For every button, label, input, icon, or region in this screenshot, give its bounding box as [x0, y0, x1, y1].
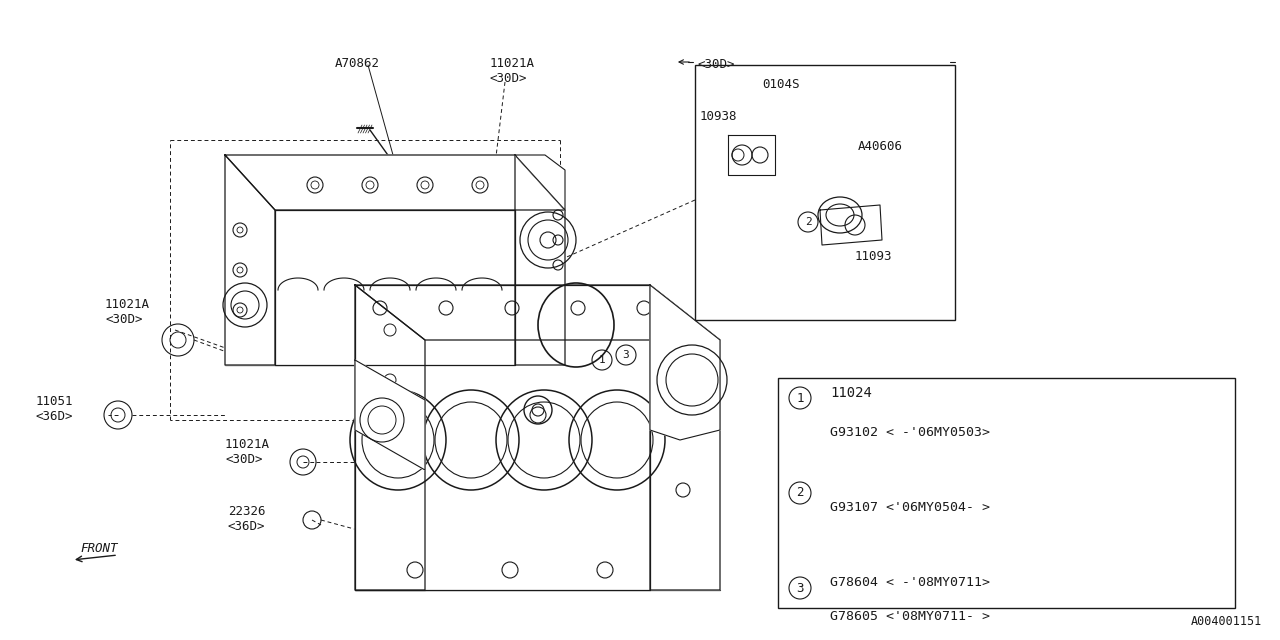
Text: 1: 1 — [599, 355, 605, 365]
Polygon shape — [355, 285, 650, 590]
Bar — [778, 378, 1235, 608]
Text: <30D>: <30D> — [225, 453, 262, 466]
Text: 11021A: 11021A — [225, 438, 270, 451]
Polygon shape — [225, 155, 564, 210]
Polygon shape — [515, 155, 564, 210]
Text: 0104S: 0104S — [762, 78, 800, 91]
Polygon shape — [275, 210, 515, 365]
Text: 11051: 11051 — [36, 395, 73, 408]
Polygon shape — [650, 285, 719, 440]
Polygon shape — [355, 285, 719, 340]
Text: G78604 < -'08MY0711>: G78604 < -'08MY0711> — [829, 576, 989, 589]
Text: <30D>: <30D> — [490, 72, 527, 85]
Text: G93107 <'06MY0504- >: G93107 <'06MY0504- > — [829, 501, 989, 514]
Polygon shape — [650, 285, 719, 590]
Polygon shape — [515, 155, 564, 365]
Text: A004001151: A004001151 — [1190, 615, 1262, 628]
Text: <30D>: <30D> — [698, 58, 736, 71]
Text: A40606: A40606 — [858, 140, 902, 153]
Polygon shape — [820, 205, 882, 245]
Text: <36D>: <36D> — [228, 520, 265, 533]
Text: G93102 < -'06MY0503>: G93102 < -'06MY0503> — [829, 426, 989, 439]
Text: 1: 1 — [796, 392, 804, 404]
Bar — [695, 65, 955, 320]
Polygon shape — [225, 155, 275, 365]
Text: 22326: 22326 — [228, 505, 265, 518]
Text: 3: 3 — [622, 350, 630, 360]
Polygon shape — [728, 135, 774, 175]
Polygon shape — [355, 360, 425, 470]
Text: 2: 2 — [796, 486, 804, 499]
Text: <30D>: <30D> — [105, 313, 142, 326]
Text: 10938: 10938 — [700, 110, 737, 123]
Text: <36D>: <36D> — [36, 410, 73, 423]
Text: 11021A: 11021A — [105, 298, 150, 311]
Text: 2: 2 — [805, 217, 812, 227]
Text: 11021A: 11021A — [490, 57, 535, 70]
Text: 11024: 11024 — [829, 386, 872, 400]
Text: FRONT: FRONT — [79, 542, 118, 555]
Text: G78605 <'08MY0711- >: G78605 <'08MY0711- > — [829, 610, 989, 623]
Text: 11093: 11093 — [855, 250, 892, 263]
Text: 3: 3 — [796, 582, 804, 595]
Text: A70862: A70862 — [335, 57, 380, 70]
Polygon shape — [355, 285, 425, 590]
